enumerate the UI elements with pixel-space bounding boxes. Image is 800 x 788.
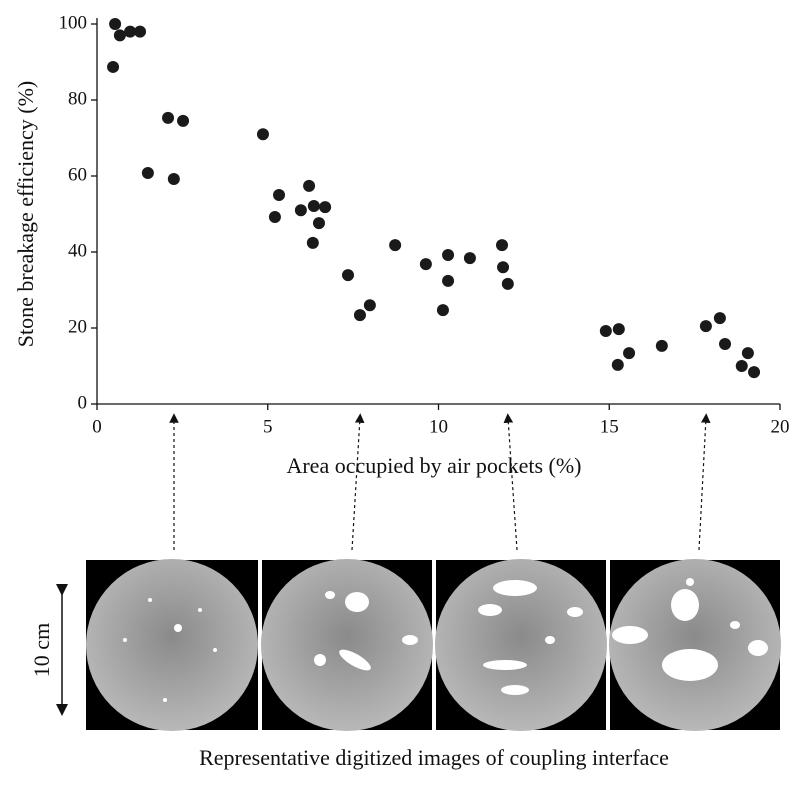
point (177, 114, 190, 127)
point (268, 211, 281, 224)
point (319, 201, 332, 214)
point (442, 249, 455, 262)
point (713, 312, 726, 325)
point (496, 239, 509, 252)
point (497, 261, 510, 274)
point (107, 60, 120, 73)
y-tick-label: 20 (68, 316, 87, 337)
point (113, 29, 126, 42)
point (719, 337, 732, 350)
point (312, 217, 325, 230)
point (141, 166, 154, 179)
x-tick-label: 15 (600, 416, 619, 437)
point (363, 299, 376, 312)
point (273, 189, 286, 201)
point (611, 358, 624, 371)
point (167, 173, 180, 186)
point (162, 111, 175, 124)
point (748, 366, 761, 379)
y-tick-label: 60 (68, 164, 87, 185)
point (342, 269, 355, 282)
point (353, 309, 366, 322)
point (655, 339, 668, 352)
point (501, 277, 514, 290)
point (124, 25, 137, 38)
y-tick-label: 80 (68, 88, 87, 109)
y-tick-label: 100 (59, 12, 88, 33)
x-tick-label: 5 (263, 416, 273, 437)
point (419, 258, 432, 271)
y-tick-label: 40 (68, 240, 87, 261)
point (303, 179, 316, 192)
point (699, 320, 712, 333)
point (389, 239, 402, 252)
y-tick-label: 0 (78, 392, 88, 413)
x-axis-label: Area occupied by air pockets (%) (286, 453, 581, 478)
point (741, 347, 754, 360)
point (623, 347, 636, 360)
point (436, 304, 449, 317)
point (735, 360, 748, 372)
image-panels (86, 559, 781, 731)
point (306, 236, 319, 249)
scale-label: 10 cm (29, 623, 54, 677)
point (612, 323, 625, 336)
point (307, 200, 320, 213)
point (134, 25, 147, 38)
x-tick-label: 0 (92, 416, 102, 437)
pointer-arrows (169, 413, 711, 551)
x-tick-label: 10 (429, 416, 448, 437)
point (256, 128, 269, 141)
point (442, 274, 455, 287)
x-tick-label: 20 (771, 416, 790, 437)
point (599, 325, 612, 338)
point (294, 204, 307, 217)
point (109, 18, 122, 30)
point (463, 252, 476, 265)
y-axis-label: Stone breakage efficiency (%) (13, 81, 38, 348)
caption: Representative digitized images of coupl… (199, 745, 669, 770)
